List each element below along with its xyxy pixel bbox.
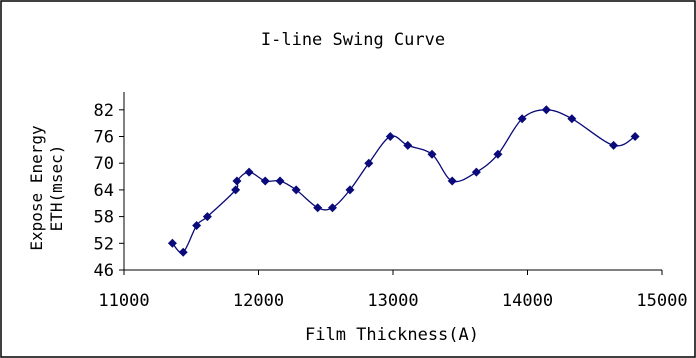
data-point	[567, 114, 577, 124]
data-point	[192, 221, 202, 230]
data-point	[517, 114, 527, 124]
x-axis-label: Film Thickness(A)	[305, 325, 479, 345]
data-point	[385, 132, 395, 141]
x-tick-label: 11000	[98, 291, 149, 311]
y-tick-label: 64	[94, 181, 114, 201]
x-tick-label: 15000	[636, 291, 687, 311]
data-point	[609, 140, 619, 150]
data-point	[364, 158, 374, 168]
y-tick-label: 70	[94, 154, 114, 174]
data-point	[260, 176, 270, 186]
data-point	[202, 212, 212, 222]
chart-title: I-line Swing Curve	[261, 30, 445, 50]
data-point	[471, 167, 481, 177]
data-point	[167, 238, 177, 248]
data-point	[345, 185, 355, 195]
x-tick-label: 14000	[502, 291, 553, 311]
axes	[119, 92, 663, 275]
data-point	[231, 185, 241, 195]
data-point	[327, 203, 337, 213]
data-point	[630, 132, 640, 141]
data-point	[427, 149, 437, 159]
y-tick-label: 58	[94, 208, 114, 228]
data-point	[291, 185, 301, 195]
series	[167, 105, 640, 257]
y-axis-label-line2: ETH(msec)	[47, 145, 66, 232]
y-axis-label-line1: Expose Energy	[27, 125, 46, 251]
data-point	[275, 176, 285, 186]
y-tick-label: 82	[94, 101, 114, 121]
x-tick-label: 12000	[233, 291, 284, 311]
x-tick-label: 13000	[367, 291, 418, 311]
data-point	[178, 247, 188, 257]
data-point	[447, 176, 457, 186]
y-tick-label: 52	[94, 234, 114, 254]
data-point	[244, 167, 254, 177]
data-point	[493, 149, 503, 159]
data-point	[541, 105, 551, 115]
y-tick-label: 76	[94, 128, 114, 148]
data-point	[403, 140, 413, 150]
data-point	[313, 203, 323, 213]
y-tick-label: 46	[94, 261, 114, 281]
data-point	[232, 176, 242, 186]
tick-labels: 11000 12000 13000 14000 15000 46 52 58 64 70 76 82	[94, 101, 688, 311]
